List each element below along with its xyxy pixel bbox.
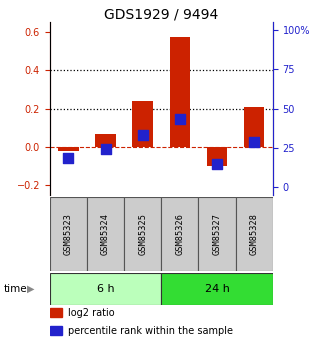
Bar <box>244 107 265 147</box>
Title: GDS1929 / 9494: GDS1929 / 9494 <box>104 7 218 21</box>
Bar <box>50 308 62 317</box>
Text: 6 h: 6 h <box>97 284 114 294</box>
Point <box>252 140 257 145</box>
Bar <box>50 326 62 335</box>
Point <box>140 132 145 137</box>
Bar <box>170 37 190 147</box>
Bar <box>236 197 273 271</box>
Text: GSM85324: GSM85324 <box>101 213 110 255</box>
Text: time: time <box>3 284 27 294</box>
Point <box>103 146 108 151</box>
Bar <box>58 147 79 151</box>
Bar <box>124 197 161 271</box>
Point <box>177 116 182 122</box>
Text: GSM85323: GSM85323 <box>64 213 73 255</box>
Bar <box>161 197 198 271</box>
Bar <box>50 197 87 271</box>
Point <box>214 161 220 167</box>
Text: GSM85326: GSM85326 <box>175 213 184 255</box>
Text: 24 h: 24 h <box>205 284 230 294</box>
Text: ▶: ▶ <box>27 284 35 294</box>
Point <box>66 155 71 161</box>
Text: GSM85327: GSM85327 <box>213 213 221 255</box>
Bar <box>133 101 153 147</box>
Bar <box>161 273 273 305</box>
Bar <box>95 134 116 147</box>
Text: percentile rank within the sample: percentile rank within the sample <box>68 326 233 335</box>
Bar <box>207 147 227 166</box>
Text: GSM85328: GSM85328 <box>250 213 259 255</box>
Text: GSM85325: GSM85325 <box>138 213 147 255</box>
Text: log2 ratio: log2 ratio <box>68 308 114 317</box>
Bar <box>50 273 161 305</box>
Bar <box>198 197 236 271</box>
Bar <box>87 197 124 271</box>
